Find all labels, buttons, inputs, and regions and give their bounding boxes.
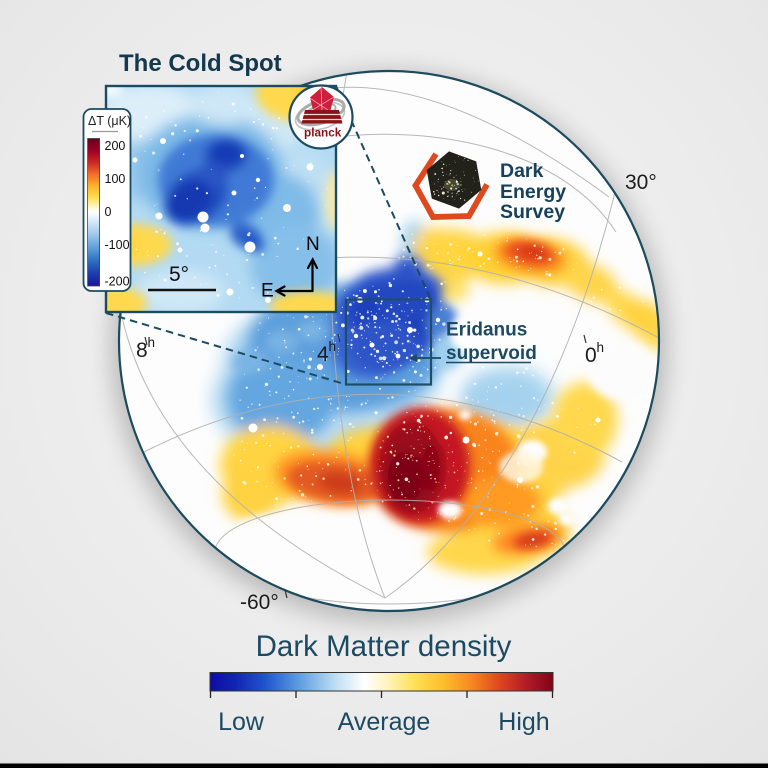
svg-text:Average: Average: [338, 708, 431, 736]
svg-text:5°: 5°: [169, 263, 189, 286]
svg-text:Low: Low: [218, 708, 265, 736]
svg-text:Eridanus: Eridanus: [446, 320, 527, 341]
svg-text:ΔT (μK): ΔT (μK): [88, 114, 131, 128]
svg-text:planck: planck: [304, 126, 342, 140]
svg-text:Survey: Survey: [500, 201, 565, 223]
svg-text:h: h: [597, 340, 605, 355]
svg-text:-200: -200: [105, 275, 130, 289]
svg-text:-100: -100: [105, 238, 130, 252]
svg-text:supervoid: supervoid: [446, 343, 537, 364]
svg-text:Dark Matter density: Dark Matter density: [256, 630, 512, 663]
svg-text:30°: 30°: [625, 171, 657, 194]
svg-text:200: 200: [105, 139, 126, 153]
svg-text:Dark: Dark: [500, 160, 544, 182]
svg-text:E: E: [261, 281, 274, 302]
svg-text:0: 0: [105, 205, 112, 219]
svg-text:8: 8: [136, 339, 148, 362]
svg-text:The Cold Spot: The Cold Spot: [119, 50, 282, 77]
svg-text:h: h: [148, 335, 156, 350]
svg-text:-60°: -60°: [240, 591, 279, 614]
svg-text:h: h: [329, 339, 337, 354]
svg-text:0: 0: [585, 344, 597, 367]
svg-text:High: High: [498, 708, 549, 736]
svg-text:100: 100: [105, 172, 126, 186]
svg-text:N: N: [306, 234, 320, 255]
svg-text:4: 4: [317, 343, 329, 366]
svg-text:Energy: Energy: [500, 181, 566, 203]
